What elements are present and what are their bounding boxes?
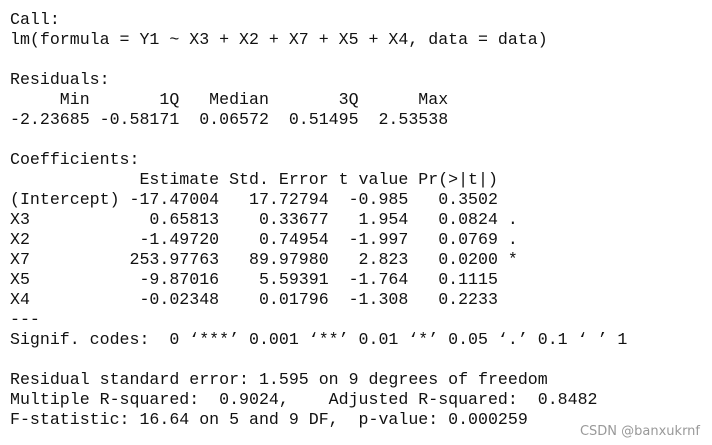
blank-line (10, 50, 627, 70)
output-line: lm(formula = Y1 ~ X3 + X2 + X7 + X5 + X4… (10, 30, 548, 49)
output-line: Coefficients: (10, 150, 140, 169)
output-line: X7 253.97763 89.97980 2.823 0.0200 * (10, 250, 518, 269)
console-output: Call: lm(formula = Y1 ~ X3 + X2 + X7 + X5… (10, 10, 627, 430)
output-line: X5 -9.87016 5.59391 -1.764 0.1115 (10, 270, 518, 289)
output-line: (Intercept) -17.47004 17.72794 -0.985 0.… (10, 190, 518, 209)
output-line: -2.23685 -0.58171 0.06572 0.51495 2.5353… (10, 110, 459, 129)
output-line: Min 1Q Median 3Q Max (10, 90, 459, 109)
output-line: Multiple R-squared: 0.9024, Adjusted R-s… (10, 390, 608, 409)
output-line: Residuals: (10, 70, 110, 89)
watermark: CSDN @banxukrnf (579, 424, 700, 439)
output-line: Call: (10, 10, 60, 29)
output-line: Signif. codes: 0 ‘***’ 0.001 ‘**’ 0.01 ‘… (10, 330, 628, 349)
blank-line (10, 350, 627, 370)
output-line: X3 0.65813 0.33677 1.954 0.0824 . (10, 210, 518, 229)
output-line: X4 -0.02348 0.01796 -1.308 0.2233 (10, 290, 518, 309)
output-line: Residual standard error: 1.595 on 9 degr… (10, 370, 548, 389)
output-line: --- (10, 310, 40, 329)
output-line: X2 -1.49720 0.74954 -1.997 0.0769 . (10, 230, 518, 249)
output-line: F-statistic: 16.64 on 5 and 9 DF, p-valu… (10, 410, 528, 429)
output-line: Estimate Std. Error t value Pr(>|t|) (10, 170, 518, 189)
blank-line (10, 130, 627, 150)
